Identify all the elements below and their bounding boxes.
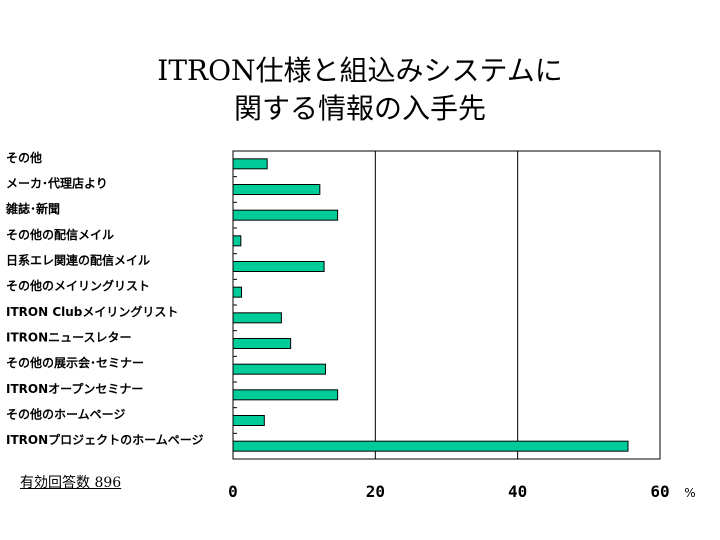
- chart-title-line-1: ITRON仕様と組込みシステムに: [157, 54, 563, 87]
- chart-title-line-2: 関する情報の入手先: [233, 92, 486, 125]
- category-label: ITRONオープンセミナー: [6, 381, 143, 396]
- category-label: 日系エレ関連の配信メイル: [6, 253, 150, 268]
- bar: [232, 235, 242, 247]
- x-tick-label: 0: [228, 482, 238, 501]
- bar: [232, 338, 292, 349]
- x-tick-label: 60: [650, 482, 669, 501]
- category-label: ITRON Clubメイリングリスト: [6, 304, 178, 319]
- bar: [232, 363, 327, 375]
- grid-layer: [233, 151, 519, 459]
- bar: [232, 440, 629, 452]
- response-count-note: 有効回答数 896: [20, 475, 122, 491]
- bar: [232, 184, 321, 195]
- category-label: その他のホームページ: [6, 407, 125, 422]
- category-label: ITRONプロジェクトのホームページ: [6, 432, 204, 447]
- category-label: メーカ･代理店より: [6, 176, 108, 191]
- x-unit-label: %: [684, 486, 695, 500]
- category-labels: その他メーカ･代理店より雑誌･新聞その他の配信メイル日系エレ関連の配信メイルその…: [5, 150, 204, 447]
- bar: [232, 389, 339, 401]
- category-label: その他の展示会･セミナー: [6, 355, 144, 370]
- bar: [232, 158, 268, 170]
- category-label: その他: [6, 150, 42, 165]
- bar: [232, 415, 265, 426]
- category-label: 雑誌･新聞: [5, 201, 60, 216]
- category-label: その他の配信メイル: [6, 227, 114, 242]
- plot-area: [232, 150, 661, 460]
- category-label: ITRONニュースレター: [6, 331, 132, 345]
- chart-title: ITRON仕様と組込みシステムに 関する情報の入手先: [0, 52, 720, 128]
- x-tick-label: 40: [508, 482, 527, 501]
- bar: [232, 261, 325, 272]
- bar: [232, 209, 339, 221]
- x-tick-labels: 0 20 40 60: [228, 482, 669, 501]
- category-label: その他のメイリングリスト: [6, 278, 150, 293]
- x-tick-label: 20: [366, 482, 385, 501]
- bar-layer: [232, 158, 629, 452]
- bar: [232, 312, 282, 324]
- bar: [232, 286, 243, 298]
